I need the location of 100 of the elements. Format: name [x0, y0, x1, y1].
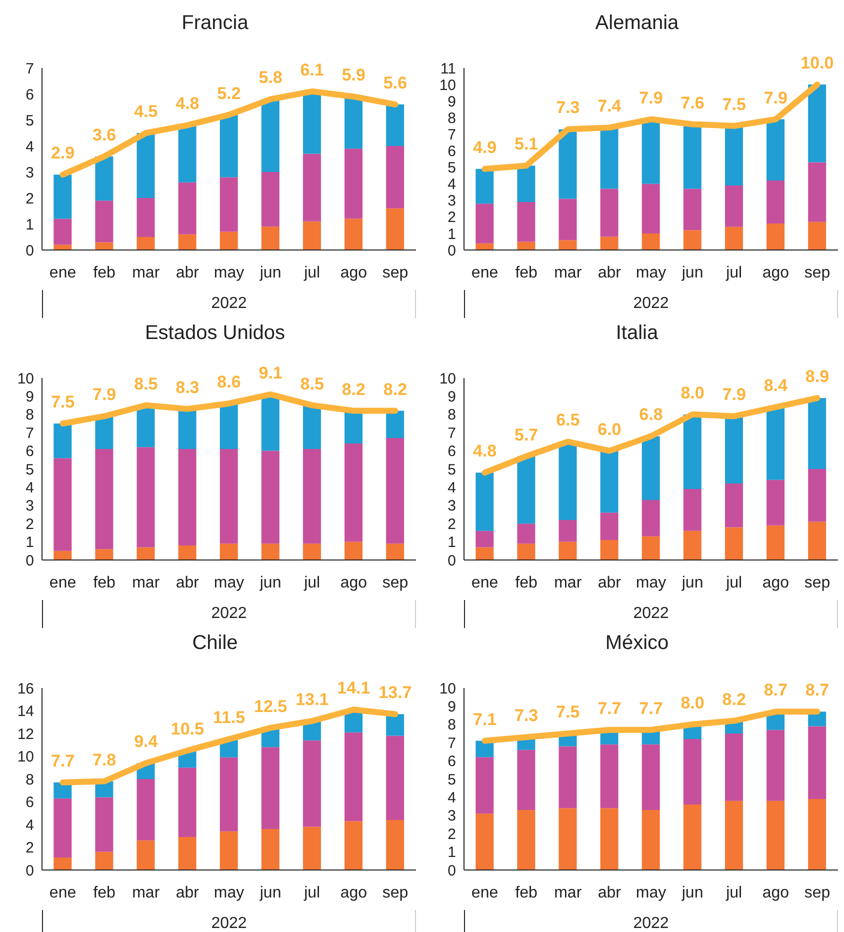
data-label: 8.5 [134, 374, 158, 394]
bar [724, 734, 743, 801]
y-tick-label: 7 [448, 734, 456, 752]
x-tick-label: jul [725, 264, 742, 282]
bar [558, 198, 577, 240]
bar [724, 185, 743, 227]
y-tick-label: 7 [26, 60, 34, 78]
x-tick-label: jul [725, 574, 742, 592]
bar [558, 129, 577, 199]
data-label: 5.6 [383, 73, 408, 92]
y-tick-label: 8 [448, 406, 456, 424]
bar [808, 162, 826, 222]
bar [766, 119, 785, 181]
y-tick-label: 6 [26, 794, 34, 812]
bar [344, 444, 363, 542]
y-tick-label: 5 [448, 771, 456, 788]
bar [600, 512, 618, 540]
bar [261, 226, 280, 250]
bar [642, 536, 660, 560]
bar [476, 168, 494, 204]
x-tick-label: mar [554, 264, 582, 282]
x-tick-label: ene [471, 574, 498, 592]
x-tick-label: ago [340, 574, 368, 592]
y-tick-label: 4 [26, 816, 34, 834]
x-tick-label: sep [382, 264, 408, 282]
bar [95, 156, 114, 201]
bar [386, 544, 404, 560]
data-label: 8.3 [176, 378, 200, 397]
bar [302, 740, 321, 827]
x-tick-label: sep [804, 884, 830, 902]
bar [558, 240, 577, 250]
chart-title: Alemania [594, 11, 680, 36]
y-tick-label: 6 [448, 443, 456, 460]
y-tick-label: 2 [26, 516, 34, 533]
x-tick-label: feb [515, 884, 538, 902]
data-label: 7.7 [50, 751, 75, 770]
bar [642, 436, 660, 500]
x-tick-label: abr [176, 264, 200, 282]
y-tick-label: 4 [26, 138, 34, 156]
bar [600, 744, 618, 808]
bar [220, 544, 238, 560]
bar [344, 96, 363, 149]
bar [344, 218, 363, 250]
y-tick-label: 4 [448, 790, 456, 807]
data-label: 5.9 [342, 66, 366, 85]
bar [178, 837, 196, 870]
bar [386, 736, 404, 820]
x-tick-label: jun [258, 264, 282, 282]
x-tick-label: sep [804, 264, 830, 282]
data-label: 8.2 [342, 380, 366, 399]
data-label: 6.5 [556, 410, 580, 430]
bar [386, 714, 404, 736]
data-label: 7.3 [514, 706, 538, 726]
x-axis-title: 2022 [464, 910, 838, 932]
y-tick-label: 10 [17, 370, 34, 388]
bar [54, 458, 72, 551]
bar [600, 450, 618, 513]
bar [178, 408, 196, 449]
bar [724, 800, 743, 870]
data-label: 6.8 [639, 405, 663, 424]
x-tick-label: mar [554, 574, 582, 592]
bar [261, 544, 280, 560]
y-tick-label: 8 [26, 771, 34, 788]
data-label: 5.1 [514, 134, 538, 154]
x-tick-label: ago [762, 884, 790, 902]
x-tick-label: jun [258, 884, 282, 902]
bar [642, 233, 660, 250]
x-tick-label: jun [680, 884, 704, 902]
x-tick-label: ene [49, 574, 76, 592]
bar [178, 545, 196, 560]
bar [220, 831, 238, 870]
x-tick-label: jul [303, 264, 320, 282]
x-tick-label: ene [471, 264, 498, 282]
bar [220, 114, 238, 178]
data-label: 8.5 [300, 374, 324, 394]
x-tick-label: abr [598, 884, 622, 902]
data-label: 9.1 [258, 363, 282, 382]
bar [95, 549, 114, 560]
chart-title: Francia [180, 11, 250, 36]
bar [683, 414, 702, 490]
y-tick-label: 2 [448, 209, 456, 226]
x-tick-label: abr [176, 574, 200, 592]
y-tick-label: 0 [26, 862, 34, 880]
bar [808, 222, 826, 250]
y-tick-label: 8 [448, 716, 456, 734]
data-label: 13.7 [378, 683, 412, 702]
bar [178, 448, 196, 546]
y-tick-label: 5 [26, 112, 34, 130]
bar [344, 542, 363, 560]
y-tick-label: 3 [26, 164, 34, 182]
y-tick-label: 3 [448, 192, 456, 210]
bar [808, 469, 826, 522]
bar [220, 232, 238, 250]
data-label: 2.9 [50, 144, 75, 163]
data-label: 12.5 [254, 696, 288, 716]
x-tick-label: may [214, 574, 244, 592]
x-tick-label: ene [49, 884, 76, 902]
data-label: 7.4 [598, 96, 622, 116]
bar [302, 448, 321, 544]
data-label: 5.8 [258, 68, 282, 88]
